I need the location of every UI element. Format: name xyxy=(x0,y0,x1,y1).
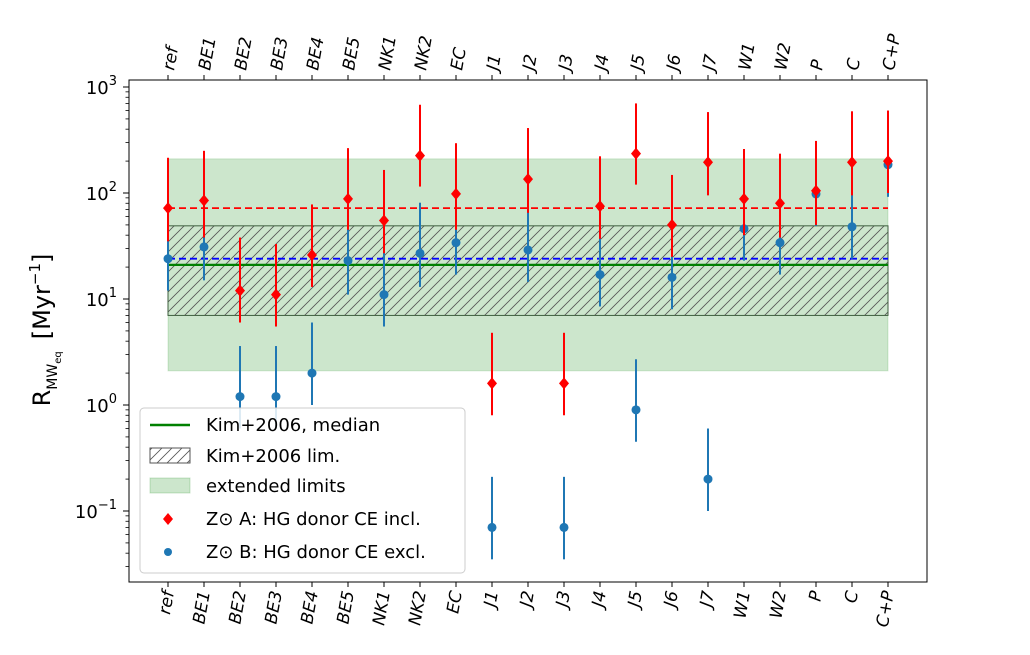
legend-swatch-circle xyxy=(164,548,172,556)
series-a-point xyxy=(379,214,389,227)
x-tick-label-bottom: J6 xyxy=(660,589,683,611)
legend-label-series-b: Z⊙ B: HG donor CE excl. xyxy=(206,542,426,563)
x-tick-label-top: J1 xyxy=(483,53,506,75)
series-a-point xyxy=(559,377,569,390)
x-tick-label-bottom: EC xyxy=(443,589,467,615)
series-a-point xyxy=(271,288,281,301)
series-a-point xyxy=(163,202,173,215)
x-tick-label-top: P xyxy=(807,58,829,72)
series-b-point xyxy=(307,368,317,378)
series-b-point xyxy=(667,272,677,282)
x-tick-label-bottom: P xyxy=(805,589,827,603)
series-b-point xyxy=(415,248,425,258)
series-b-point xyxy=(631,405,641,415)
series-a-point xyxy=(703,156,713,169)
x-tick-label-bottom: J2 xyxy=(516,589,539,611)
series-b-point xyxy=(595,270,605,280)
series-b-point xyxy=(703,474,713,484)
series-a-point xyxy=(847,156,857,169)
series-b-point xyxy=(235,392,245,402)
legend-frame xyxy=(139,407,466,574)
series-b-point xyxy=(379,290,389,300)
y-tick-label: 103 xyxy=(86,74,117,99)
series-a-point xyxy=(343,192,353,205)
legend-label-hatch: Kim+2006 lim. xyxy=(206,446,340,467)
y-tick-label: 100 xyxy=(86,392,117,417)
x-tick-label-top: W2 xyxy=(771,41,795,72)
series-b-point xyxy=(775,238,785,248)
series-a-point xyxy=(739,192,749,205)
x-tick-label-top: J6 xyxy=(663,53,686,75)
series-b-point xyxy=(559,522,569,532)
legend-label-median: Kim+2006, median xyxy=(206,415,380,436)
x-tick-label-bottom: C xyxy=(841,589,863,604)
x-tick-label-top: J2 xyxy=(519,53,542,75)
x-tick-label-bottom: J3 xyxy=(552,589,575,611)
series-a-point xyxy=(811,184,821,197)
series-b-point xyxy=(847,222,857,232)
legend-label-series-a: Z⊙ A: HG donor CE incl. xyxy=(206,509,421,530)
legend-label-extended: extended limits xyxy=(206,476,346,497)
x-tick-label-bottom: J4 xyxy=(588,589,611,611)
series-a-point xyxy=(451,187,461,200)
series-b-point xyxy=(163,254,173,264)
series-a-point xyxy=(523,173,533,186)
series-a-point xyxy=(199,194,209,207)
x-tick-label-top: J5 xyxy=(627,53,650,75)
y-axis: 10−1 100 101 102 103 xyxy=(75,74,129,567)
x-tick-label-top: W1 xyxy=(735,41,759,72)
y-axis-label: RMWeq[Myr−1] xyxy=(26,254,64,407)
series-a-point xyxy=(595,200,605,213)
x-tick-label-bottom: J1 xyxy=(480,589,503,611)
series-a-point xyxy=(775,197,785,210)
series-b-point xyxy=(487,522,497,532)
series-b-point xyxy=(451,238,461,248)
legend-swatch-hatch xyxy=(149,447,191,464)
series-a-group xyxy=(163,103,893,416)
y-tick-label: 10−1 xyxy=(75,498,117,523)
series-a-point xyxy=(307,249,317,262)
x-tick-label-bottom: W2 xyxy=(766,589,790,620)
series-b-point xyxy=(271,392,281,402)
x-tick-label-top: EC xyxy=(447,46,471,72)
x-tick-label-top: C xyxy=(843,57,865,72)
x-tick-label-bottom: J5 xyxy=(624,589,647,611)
series-b-point xyxy=(343,256,353,266)
x-tick-label-top: J3 xyxy=(555,53,578,75)
series-a-point xyxy=(415,149,425,162)
x-tick-label-bottom: W1 xyxy=(730,589,754,620)
legend-swatch-diamond xyxy=(163,513,173,525)
y-tick-label: 102 xyxy=(86,180,117,205)
x-tick-label-top: J4 xyxy=(591,53,614,75)
series-a-point xyxy=(235,284,245,297)
series-a-point xyxy=(667,218,677,231)
x-tick-label-bottom: J7 xyxy=(696,589,719,611)
series-a-point xyxy=(631,147,641,160)
legend-swatch-extended xyxy=(149,477,191,494)
x-tick-label-top: J7 xyxy=(699,53,722,75)
series-b-point xyxy=(199,242,209,252)
series-b-point xyxy=(523,245,533,255)
y-tick-label: 101 xyxy=(86,286,117,311)
series-a-point xyxy=(883,155,893,168)
series-a-point xyxy=(487,377,497,390)
legend: Kim+2006, median Kim+2006 lim. extended … xyxy=(139,407,466,574)
